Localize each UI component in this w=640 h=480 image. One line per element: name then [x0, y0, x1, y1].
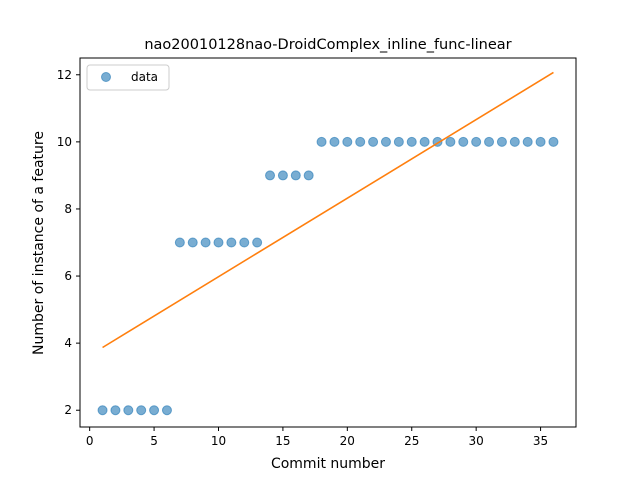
data-point — [252, 237, 263, 248]
x-tick-label: 10 — [211, 434, 226, 448]
data-point — [123, 405, 134, 416]
legend-marker-data — [101, 72, 111, 82]
data-point — [471, 136, 482, 147]
data-point — [496, 136, 507, 147]
x-tick-label: 5 — [150, 434, 158, 448]
y-tick-label: 4 — [64, 336, 72, 350]
x-tick-label: 30 — [469, 434, 484, 448]
y-tick-label: 6 — [64, 269, 72, 283]
data-point — [458, 136, 469, 147]
data-point — [342, 136, 353, 147]
y-tick-label: 10 — [57, 135, 72, 149]
data-point — [484, 136, 495, 147]
data-point — [110, 405, 121, 416]
data-point — [509, 136, 520, 147]
y-tick-label: 12 — [57, 68, 72, 82]
data-point — [303, 170, 314, 181]
y-tick-label: 2 — [64, 403, 72, 417]
data-point — [393, 136, 404, 147]
data-point — [149, 405, 160, 416]
x-axis: 0 5 10 15 20 25 30 35 — [86, 427, 548, 448]
data-point — [355, 136, 366, 147]
x-tick-label: 0 — [86, 434, 94, 448]
data-point — [187, 237, 198, 248]
x-tick-label: 35 — [533, 434, 548, 448]
x-tick-label: 15 — [275, 434, 290, 448]
data-point — [445, 136, 456, 147]
data-point — [406, 136, 417, 147]
data-point — [226, 237, 237, 248]
chart-title: nao20010128nao-DroidComplex_inline_func-… — [144, 37, 511, 53]
data-point — [380, 136, 391, 147]
y-axis: 2 4 6 8 10 12 — [57, 68, 80, 417]
data-point — [174, 237, 185, 248]
data-point — [239, 237, 250, 248]
legend-box — [86, 64, 170, 91]
data-point — [200, 237, 211, 248]
legend: data — [86, 64, 170, 91]
data-point — [522, 136, 533, 147]
x-tick-label: 25 — [404, 434, 419, 448]
data-point — [265, 170, 276, 181]
data-point — [368, 136, 379, 147]
data-point — [136, 405, 147, 416]
data-point — [277, 170, 288, 181]
y-axis-label: Number of instance of a feature — [31, 131, 47, 355]
legend-label-data: data — [131, 70, 158, 84]
data-point — [97, 405, 108, 416]
data-point — [419, 136, 430, 147]
linear-fit-line — [102, 71, 554, 349]
data-point — [535, 136, 546, 147]
y-tick-label: 8 — [64, 202, 72, 216]
data-point — [329, 136, 340, 147]
data-point — [161, 405, 172, 416]
x-tick-label: 20 — [340, 434, 355, 448]
data-point — [213, 237, 224, 248]
plot-area — [97, 71, 559, 416]
plot-frame — [79, 57, 577, 428]
data-point — [548, 136, 559, 147]
data-point — [290, 170, 301, 181]
data-point — [316, 136, 327, 147]
x-axis-label: Commit number — [271, 456, 385, 472]
